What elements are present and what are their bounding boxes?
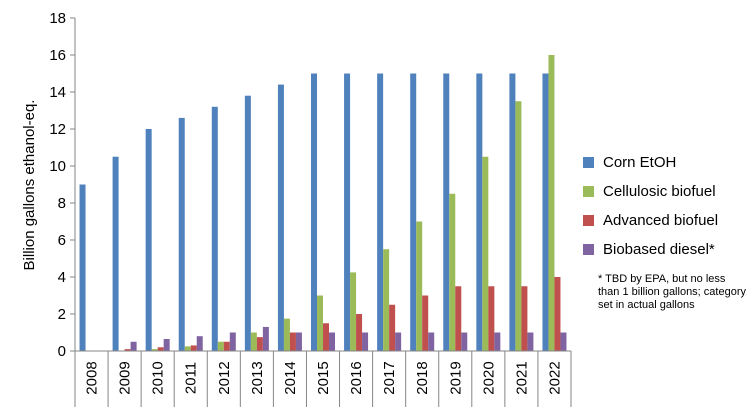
legend-swatch	[583, 157, 594, 168]
y-tick-label: 12	[49, 121, 66, 138]
bar	[488, 286, 495, 351]
bar	[494, 332, 501, 351]
bar	[295, 332, 302, 351]
x-tick-label: 2017	[381, 361, 398, 394]
bar	[449, 193, 456, 351]
bar	[244, 95, 251, 351]
bar	[250, 332, 257, 351]
bar	[527, 332, 534, 351]
bar	[223, 341, 230, 351]
bar	[416, 221, 423, 351]
y-tick-label: 10	[49, 158, 66, 175]
bar	[515, 101, 522, 351]
x-tick-label: 2016	[348, 361, 365, 394]
y-tick-label: 18	[49, 10, 66, 27]
bar	[277, 84, 284, 351]
x-tick-label: 2020	[480, 361, 497, 394]
x-tick-label: 2019	[447, 361, 464, 394]
x-tick-label: 2015	[315, 361, 332, 394]
bar	[395, 332, 402, 351]
x-tick-label: 2009	[117, 361, 134, 394]
bar	[163, 338, 170, 351]
bar	[151, 349, 158, 351]
bar	[560, 332, 567, 351]
bar	[229, 332, 236, 351]
x-tick-label: 2011	[183, 362, 200, 394]
bar	[542, 73, 549, 351]
bar	[130, 341, 137, 351]
bar	[350, 272, 357, 351]
bar	[377, 73, 384, 351]
bar	[521, 286, 528, 351]
bar	[443, 73, 450, 351]
bar	[178, 117, 185, 352]
legend-label: Biobased diesel*	[603, 241, 715, 258]
bar	[145, 129, 152, 351]
legend-item-cellulosic-biofuel: Cellulosic biofuel	[583, 177, 753, 206]
bar	[422, 295, 429, 351]
x-tick-label: 2018	[414, 361, 431, 394]
legend-label: Cellulosic biofuel	[603, 183, 716, 200]
bar	[383, 249, 390, 351]
bar	[217, 341, 224, 351]
bar	[311, 73, 317, 351]
legend-label: Advanced biofuel	[603, 212, 719, 229]
bar	[548, 55, 555, 351]
bar	[482, 156, 489, 351]
y-tick-label: 14	[49, 84, 66, 101]
x-tick-label: 2010	[150, 361, 167, 394]
bar	[157, 347, 164, 351]
bar	[256, 337, 263, 351]
bar	[317, 295, 323, 351]
bar	[196, 336, 203, 351]
legend: Corn EtOH Cellulosic biofuel Advanced bi…	[583, 148, 753, 264]
legend-item-advanced-biofuel: Advanced biofuel	[583, 206, 753, 235]
y-tick-label: 8	[58, 195, 66, 212]
bar	[461, 332, 468, 351]
bar	[323, 323, 329, 351]
y-tick-label: 4	[58, 269, 66, 286]
x-tick-label: 2008	[84, 361, 101, 394]
x-tick-label: 2014	[282, 361, 299, 394]
legend-swatch	[583, 244, 594, 255]
y-tick-label: 0	[58, 343, 66, 360]
bar	[184, 346, 191, 351]
bar	[455, 286, 462, 351]
bar	[124, 349, 131, 351]
y-tick-label: 2	[58, 306, 66, 323]
bar	[356, 314, 363, 351]
bar	[112, 156, 119, 351]
legend-item-corn-etoh: Corn EtOH	[583, 148, 753, 177]
y-axis-label: Billion gallons ethanol-eq.	[21, 100, 38, 271]
legend-swatch	[583, 186, 594, 197]
x-tick-label: 2022	[546, 361, 563, 394]
bar	[389, 304, 396, 351]
legend-swatch	[583, 215, 594, 226]
bar	[509, 73, 516, 351]
bar	[554, 277, 561, 351]
bar	[476, 73, 483, 351]
bar	[329, 332, 335, 351]
bar	[428, 332, 435, 351]
bar	[262, 326, 269, 351]
x-tick-label: 2012	[216, 361, 233, 394]
bar	[79, 184, 86, 351]
bar	[289, 332, 296, 351]
plot-area: 0 2 4 6 8 10 12 14 16 18 2008 2009 2010 2011 2012 2013 2…	[49, 10, 572, 407]
bar	[410, 73, 417, 351]
bar	[362, 332, 369, 351]
y-tick-label: 6	[58, 232, 66, 249]
x-tick-label: 2021	[513, 361, 530, 394]
y-tick-label: 16	[49, 47, 66, 64]
footnote: * TBD by EPA, but no less than 1 billion…	[598, 273, 746, 311]
legend-label: Corn EtOH	[603, 154, 677, 171]
bar	[211, 106, 218, 351]
bar	[344, 73, 351, 351]
bar	[283, 318, 290, 351]
legend-item-biobased-diesel: Biobased diesel*	[583, 235, 753, 264]
x-tick-label: 2013	[249, 361, 266, 394]
bar	[190, 345, 197, 351]
